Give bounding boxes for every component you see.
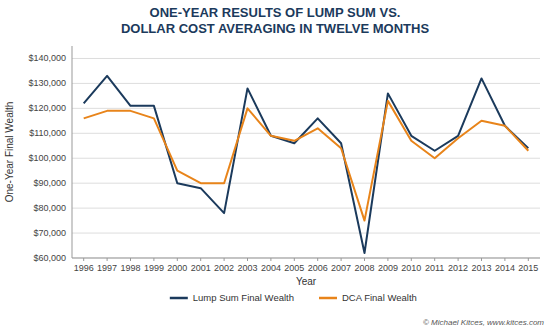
grid-line bbox=[72, 233, 540, 234]
x-tick-label: 2002 bbox=[214, 263, 234, 273]
x-tick-label: 2008 bbox=[354, 263, 374, 273]
watermark: © Michael Kitces, www.kitces.com bbox=[423, 318, 544, 327]
x-tick-label: 1996 bbox=[74, 263, 94, 273]
x-tick-label: 2014 bbox=[495, 263, 515, 273]
title: ONE-YEAR RESULTS OF LUMP SUM VS.DOLLAR C… bbox=[121, 5, 429, 36]
x-tick-label: 2009 bbox=[378, 263, 398, 273]
y-tick-label: $120,000 bbox=[28, 103, 66, 113]
y-axis-label: One-Year Final Wealth bbox=[4, 102, 15, 203]
x-tick-label: 2012 bbox=[448, 263, 468, 273]
grid-line bbox=[72, 58, 540, 59]
y-axis-line bbox=[72, 46, 73, 258]
x-tick-label: 2004 bbox=[261, 263, 281, 273]
x-tick bbox=[224, 258, 225, 261]
x-tick bbox=[387, 258, 388, 261]
x-axis-label: Year bbox=[296, 276, 317, 287]
x-tick bbox=[177, 258, 178, 261]
x-tick bbox=[481, 258, 482, 261]
x-tick bbox=[247, 258, 248, 261]
legend: Lump Sum Final Wealth DCA Final Wealth bbox=[170, 292, 417, 303]
lines bbox=[84, 76, 529, 253]
x-tick bbox=[153, 258, 154, 261]
grid-line bbox=[72, 83, 540, 84]
x-tick bbox=[200, 258, 201, 261]
x-tick bbox=[458, 258, 459, 261]
x-tick-label: 2003 bbox=[237, 263, 257, 273]
grid-line bbox=[72, 158, 540, 159]
title-line: DOLLAR COST AVERAGING IN TWELVE MONTHS bbox=[121, 21, 429, 36]
x-tick bbox=[83, 258, 84, 261]
chart: ONE-YEAR RESULTS OF LUMP SUM VS.DOLLAR C… bbox=[0, 0, 550, 330]
background bbox=[0, 0, 550, 330]
series-line bbox=[84, 101, 529, 221]
grid-line bbox=[72, 258, 540, 259]
x-tick bbox=[528, 258, 529, 261]
x-tick-label: 2007 bbox=[331, 263, 351, 273]
y-tick-label: $70,000 bbox=[33, 228, 66, 238]
x-axis-line bbox=[72, 258, 540, 259]
title-line: ONE-YEAR RESULTS OF LUMP SUM VS. bbox=[150, 5, 401, 20]
x-tick bbox=[294, 258, 295, 261]
legend-label: Lump Sum Final Wealth bbox=[193, 292, 294, 303]
x-tick-label: 2011 bbox=[425, 263, 444, 273]
x-tick-label: 2000 bbox=[167, 263, 187, 273]
x-tick-label: 2006 bbox=[308, 263, 328, 273]
x-tick bbox=[130, 258, 131, 261]
y-tick-label: $140,000 bbox=[28, 53, 66, 63]
grid-line bbox=[72, 183, 540, 184]
legend-swatch bbox=[170, 297, 188, 300]
x-tick-label: 2015 bbox=[518, 263, 538, 273]
x-tick-label: 1998 bbox=[120, 263, 140, 273]
series-line bbox=[84, 76, 529, 253]
x-tick-label: 2001 bbox=[191, 263, 211, 273]
x-tick-label: 2010 bbox=[401, 263, 421, 273]
y-tick-label: $110,000 bbox=[29, 128, 66, 138]
y-tick-label: $100,000 bbox=[28, 153, 66, 163]
legend-label: DCA Final Wealth bbox=[342, 292, 417, 303]
x-tick-label: 2013 bbox=[471, 263, 491, 273]
x-tick bbox=[317, 258, 318, 261]
y-tick-label: $60,000 bbox=[33, 253, 66, 263]
y-tick-label: $80,000 bbox=[33, 203, 66, 213]
x-tick bbox=[504, 258, 505, 261]
x-tick-label: 1999 bbox=[144, 263, 164, 273]
x-tick bbox=[364, 258, 365, 261]
x-tick-label: 1997 bbox=[97, 263, 117, 273]
grid-line bbox=[72, 208, 540, 209]
grid bbox=[72, 58, 540, 258]
y-tick-label: $130,000 bbox=[28, 78, 66, 88]
x-tick bbox=[107, 258, 108, 261]
x-tick-label: 2005 bbox=[284, 263, 304, 273]
x-tick bbox=[341, 258, 342, 261]
legend-swatch bbox=[319, 297, 337, 300]
x-tick bbox=[434, 258, 435, 261]
x-tick bbox=[411, 258, 412, 261]
y-tick-label: $90,000 bbox=[33, 178, 66, 188]
x-tick bbox=[270, 258, 271, 261]
